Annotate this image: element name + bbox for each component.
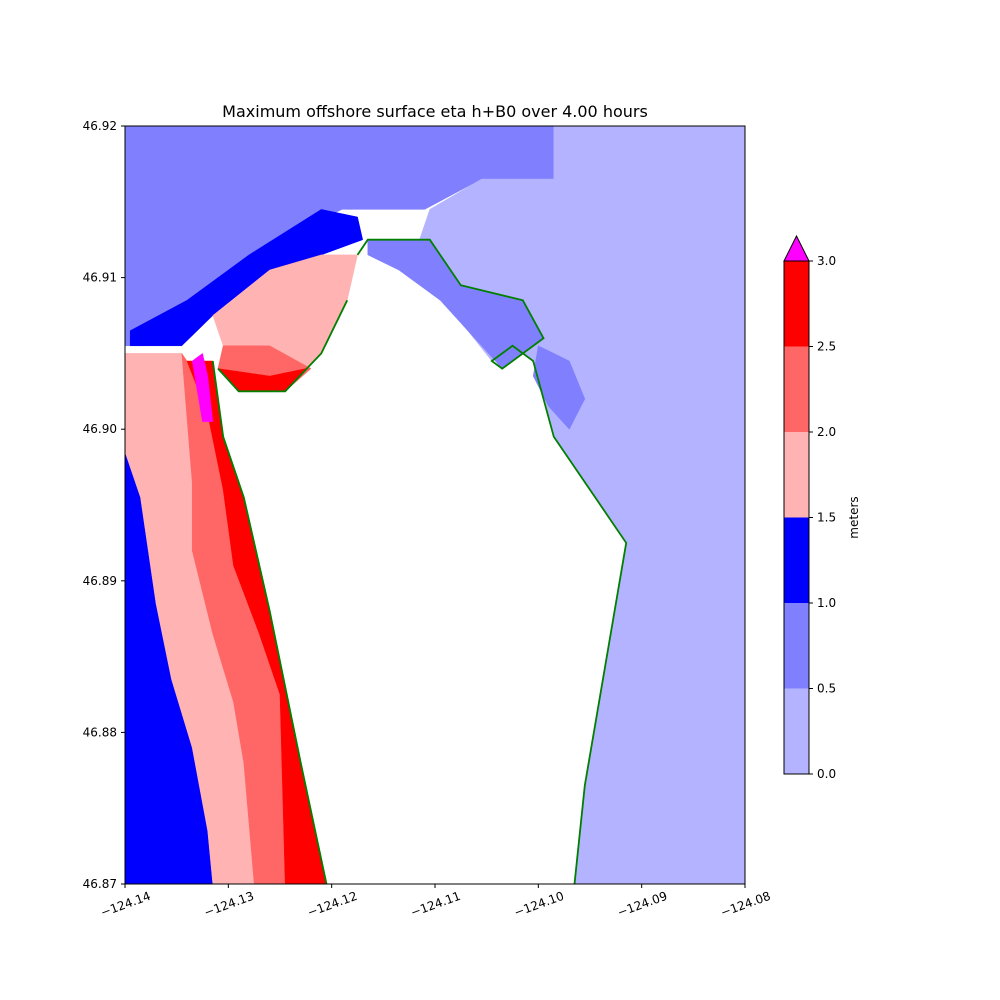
x-tick-label: −124.14 — [99, 889, 153, 920]
shoreline-3 — [356, 238, 628, 884]
x-tick-label: −124.08 — [719, 889, 773, 920]
colorbar-tick-label: 2.0 — [817, 425, 836, 439]
colorbar-segment — [784, 432, 809, 518]
colorbar-tick-label: 1.0 — [817, 596, 836, 610]
colorbar-segment — [784, 346, 809, 432]
colorbar-tick-label: 0.0 — [817, 767, 836, 781]
colorbar-label: meters — [847, 496, 861, 538]
region-bay-inner-arm — [532, 345, 586, 430]
colorbar-tick-label: 1.5 — [817, 511, 836, 525]
y-tick-label: 46.89 — [83, 574, 117, 588]
x-tick-label: −124.11 — [409, 889, 463, 920]
chart-title: Maximum offshore surface eta h+B0 over 4… — [222, 102, 648, 121]
colorbar-tick-label: 2.5 — [817, 340, 836, 354]
colorbar-tick-label: 3.0 — [817, 254, 836, 268]
y-tick-label: 46.87 — [83, 877, 117, 891]
colorbar-extend-arrow — [783, 234, 810, 262]
y-tick-label: 46.88 — [83, 725, 117, 739]
y-tick-label: 46.90 — [83, 422, 117, 436]
shoreline-2 — [217, 299, 349, 393]
shoreline-1 — [211, 360, 328, 884]
y-tick-label: 46.91 — [83, 271, 117, 285]
colorbar-segment — [784, 688, 809, 774]
colorbar: 0.0 0.5 1.0 1.5 2.0 2.5 3.0 meters — [783, 234, 861, 781]
colorbar-segment — [784, 517, 809, 603]
x-tick-label: −124.13 — [202, 889, 256, 920]
field-regions — [125, 126, 745, 884]
x-tick-label: −124.12 — [305, 889, 359, 920]
x-tick-label: −124.09 — [615, 889, 669, 920]
y-tick-label: 46.92 — [83, 119, 117, 133]
colorbar-segment — [784, 261, 809, 347]
region-max-patch — [191, 352, 214, 422]
x-tick-label: −124.10 — [512, 889, 566, 920]
map-area — [125, 126, 745, 884]
colorbar-tick-label: 0.5 — [817, 682, 836, 696]
colorbar-segment — [784, 603, 809, 689]
region-offshore-band-1-0 — [129, 209, 363, 347]
